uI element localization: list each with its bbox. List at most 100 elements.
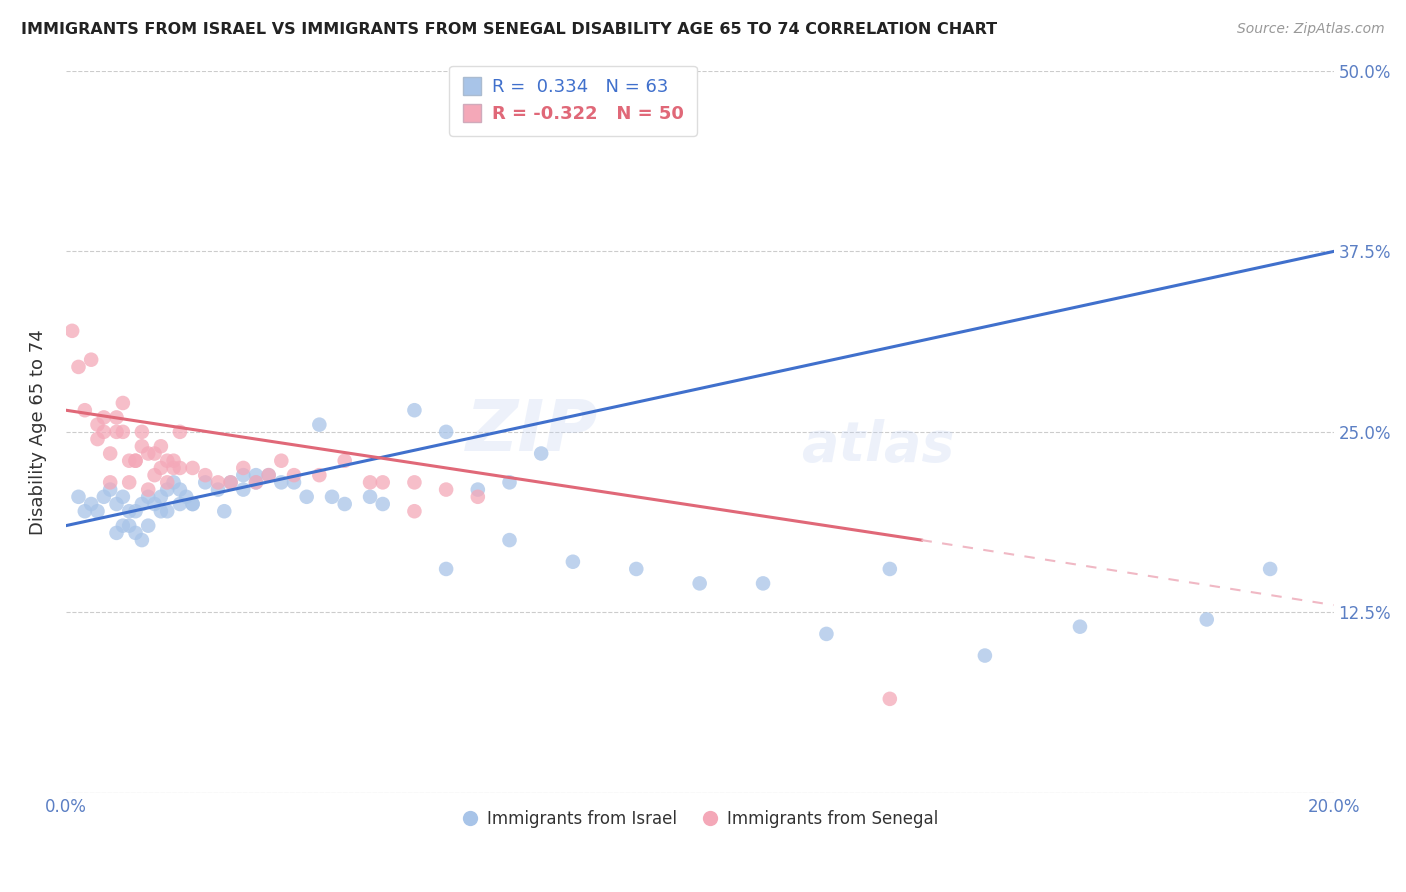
Point <box>283 475 305 490</box>
Point <box>879 691 901 706</box>
Point <box>219 475 242 490</box>
Point <box>86 417 108 432</box>
Point <box>149 461 172 475</box>
Point <box>245 468 267 483</box>
Point <box>181 497 204 511</box>
Y-axis label: Disability Age 65 to 74: Disability Age 65 to 74 <box>30 329 46 534</box>
Point <box>232 461 254 475</box>
Point <box>111 396 134 410</box>
Point <box>136 518 159 533</box>
Point <box>98 475 121 490</box>
Point <box>162 454 184 468</box>
Point <box>136 483 159 497</box>
Point <box>404 403 426 417</box>
Point <box>404 475 426 490</box>
Point <box>1195 612 1218 626</box>
Point <box>118 518 141 533</box>
Point <box>143 468 166 483</box>
Point <box>194 468 217 483</box>
Point <box>131 425 153 439</box>
Point <box>131 497 153 511</box>
Point <box>815 627 838 641</box>
Point <box>219 475 242 490</box>
Point <box>156 483 179 497</box>
Point <box>321 490 343 504</box>
Point <box>118 475 141 490</box>
Point <box>169 461 191 475</box>
Point <box>257 468 280 483</box>
Point <box>105 410 128 425</box>
Point <box>404 504 426 518</box>
Point <box>149 439 172 453</box>
Point <box>111 518 134 533</box>
Point <box>73 504 96 518</box>
Point <box>86 504 108 518</box>
Point <box>156 454 179 468</box>
Point <box>1258 562 1281 576</box>
Point <box>295 490 318 504</box>
Point <box>359 475 381 490</box>
Point <box>131 439 153 453</box>
Point <box>174 490 197 504</box>
Point <box>689 576 711 591</box>
Point <box>434 425 457 439</box>
Point <box>308 417 330 432</box>
Point <box>498 475 520 490</box>
Point <box>434 483 457 497</box>
Point <box>60 324 83 338</box>
Point <box>124 454 146 468</box>
Point <box>136 446 159 460</box>
Point <box>98 483 121 497</box>
Point <box>181 497 204 511</box>
Point <box>93 425 115 439</box>
Point <box>283 468 305 483</box>
Point <box>359 490 381 504</box>
Point <box>86 432 108 446</box>
Point <box>93 490 115 504</box>
Point <box>149 490 172 504</box>
Point <box>105 497 128 511</box>
Point <box>232 483 254 497</box>
Point <box>181 461 204 475</box>
Point <box>207 483 229 497</box>
Point <box>1069 620 1091 634</box>
Point <box>169 497 191 511</box>
Point <box>124 525 146 540</box>
Point <box>626 562 648 576</box>
Point <box>80 352 103 367</box>
Point <box>105 425 128 439</box>
Point <box>371 475 394 490</box>
Point <box>270 475 292 490</box>
Point <box>98 446 121 460</box>
Point <box>752 576 775 591</box>
Point <box>561 555 583 569</box>
Text: IMMIGRANTS FROM ISRAEL VS IMMIGRANTS FROM SENEGAL DISABILITY AGE 65 TO 74 CORREL: IMMIGRANTS FROM ISRAEL VS IMMIGRANTS FRO… <box>21 22 997 37</box>
Point <box>93 410 115 425</box>
Point <box>105 525 128 540</box>
Point <box>67 490 90 504</box>
Point <box>530 446 553 460</box>
Point <box>498 533 520 547</box>
Point <box>879 562 901 576</box>
Point <box>80 497 103 511</box>
Point <box>245 475 267 490</box>
Point <box>194 475 217 490</box>
Point <box>467 490 489 504</box>
Point <box>245 475 267 490</box>
Point <box>371 497 394 511</box>
Point <box>270 454 292 468</box>
Point <box>124 504 146 518</box>
Point <box>124 454 146 468</box>
Point <box>149 504 172 518</box>
Point <box>257 468 280 483</box>
Point <box>73 403 96 417</box>
Point <box>111 490 134 504</box>
Point <box>232 468 254 483</box>
Text: ZIP: ZIP <box>465 397 598 467</box>
Point <box>162 461 184 475</box>
Point <box>118 504 141 518</box>
Point <box>156 504 179 518</box>
Point <box>169 483 191 497</box>
Point <box>131 533 153 547</box>
Point <box>143 446 166 460</box>
